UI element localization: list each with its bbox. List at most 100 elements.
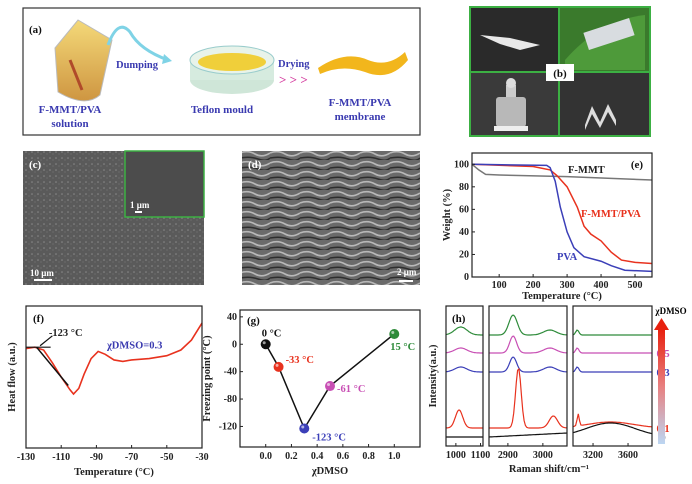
drying-label: Drying bbox=[278, 59, 310, 70]
series-line-f-mmt-pva bbox=[471, 163, 653, 265]
spectrum-line-0 bbox=[572, 422, 653, 435]
spectrum-line-0.3 bbox=[572, 366, 652, 373]
x-tick-label: -50 bbox=[160, 452, 173, 463]
data-point bbox=[389, 328, 400, 339]
data-point bbox=[325, 381, 335, 392]
spectrum-line-0.5 bbox=[445, 347, 483, 354]
x-tick-label: 200 bbox=[526, 280, 541, 291]
data-point bbox=[273, 361, 284, 372]
drying-chevrons-icon: > > > bbox=[279, 72, 308, 87]
x-tick-label: 0.8 bbox=[362, 451, 375, 462]
x-tick-label: 0.0 bbox=[259, 451, 272, 462]
spectrum-line-0.1 bbox=[489, 367, 568, 429]
scale-bar bbox=[399, 280, 413, 282]
panel-a-label: (a) bbox=[29, 24, 42, 36]
solution-label-line1: F-MMT/PVA bbox=[39, 104, 102, 116]
panel-e-label: (e) bbox=[631, 159, 644, 171]
x-tick-label: -30 bbox=[195, 452, 208, 463]
pour-arrowhead-icon bbox=[162, 54, 172, 64]
plot-frame bbox=[445, 305, 484, 447]
legend-label-f-mmt: F-MMT bbox=[568, 165, 605, 176]
data-point bbox=[260, 339, 271, 350]
spectrum-line-1 bbox=[445, 326, 483, 336]
legend-label: χDMSO=0.3 bbox=[106, 341, 162, 352]
colorbar-arrowhead-icon bbox=[654, 318, 669, 330]
data-label: -33 °C bbox=[286, 355, 314, 366]
spectrum-line-0.5 bbox=[489, 335, 568, 354]
legend-label-f-mmt-pva: F-MMT/PVA bbox=[581, 209, 641, 220]
y-axis-label: Freezing point (°C) bbox=[202, 335, 213, 422]
x-tick-label: -130 bbox=[17, 452, 35, 463]
spectrum-line-1 bbox=[489, 314, 568, 336]
spectrum-line-0.3 bbox=[445, 366, 483, 373]
y-tick-label: 80 bbox=[459, 182, 469, 193]
panel-g-label: (g) bbox=[247, 315, 260, 327]
x-axis-label: Temperature (°C) bbox=[74, 467, 154, 478]
data-label: -61 °C bbox=[337, 384, 365, 395]
x-tick-label: 2900 bbox=[498, 450, 518, 461]
spectrum-line-0.3 bbox=[489, 356, 568, 373]
y-tick-label: 100 bbox=[454, 159, 469, 170]
y-axis-label: Intensity(a.u.) bbox=[428, 344, 439, 408]
y-tick-label: -40 bbox=[224, 367, 237, 378]
y-axis-label: Weight (%) bbox=[442, 188, 453, 241]
solution-label-line2: solution bbox=[51, 118, 88, 130]
inset-scale-bar bbox=[135, 211, 142, 213]
spectrum-line-0.1 bbox=[572, 413, 653, 428]
sem-inset bbox=[124, 150, 205, 218]
data-point-highlight bbox=[391, 330, 395, 334]
chart-h: 10.50.30.10100011002900300032003600Raman… bbox=[428, 305, 687, 475]
x-tick-label: 1100 bbox=[471, 450, 490, 461]
annotation-arrow-icon bbox=[39, 335, 53, 347]
membrane-label-line1: F-MMT/PVA bbox=[329, 97, 392, 109]
data-point-highlight bbox=[327, 383, 330, 387]
y-axis-label: Heat flow (a.u.) bbox=[7, 342, 18, 412]
colorbar-arrow-shaft bbox=[658, 329, 665, 444]
scale-bar bbox=[34, 279, 52, 281]
panel-c-sem: (c) 10 μm 1 μm bbox=[23, 150, 205, 285]
plot-frame bbox=[25, 305, 203, 449]
x-tick-label: 3200 bbox=[583, 450, 603, 461]
x-tick-label: 300 bbox=[560, 280, 575, 291]
onset-tangent bbox=[35, 346, 69, 386]
x-tick-label: 500 bbox=[628, 280, 643, 291]
y-tick-label: 0 bbox=[464, 272, 469, 283]
x-tick-label: 0.2 bbox=[285, 451, 298, 462]
dumping-label: Dumping bbox=[116, 60, 159, 71]
data-point-highlight bbox=[301, 425, 305, 429]
spectrum-line-0.1 bbox=[445, 409, 483, 429]
legend-title: χDMSO bbox=[654, 306, 686, 316]
x-tick-label: 1.0 bbox=[388, 451, 401, 462]
data-label: 15 °C bbox=[390, 342, 415, 353]
panel-f-label: (f) bbox=[33, 313, 44, 325]
x-tick-label: 3600 bbox=[618, 450, 638, 461]
scale-bar-label: 10 μm bbox=[30, 268, 54, 278]
plot-frame bbox=[572, 305, 653, 447]
beaker-illustration bbox=[54, 19, 113, 102]
x-axis-label: Raman shift/cm⁻¹ bbox=[509, 464, 589, 475]
sem-image-cross-section bbox=[242, 151, 420, 285]
panel-a-schematic: (a) Dumping Drying > > > F-MMT/PVA solut… bbox=[22, 7, 421, 136]
data-label: 0 °C bbox=[262, 328, 282, 339]
x-axis-label: Temperature (°C) bbox=[522, 291, 602, 302]
x-tick-label: 3000 bbox=[533, 450, 553, 461]
scale-bar-label: 2 μm bbox=[397, 267, 417, 277]
x-axis-label: χDMSO bbox=[311, 466, 348, 477]
x-tick-label: 0.6 bbox=[337, 451, 350, 462]
series-line-pva bbox=[471, 163, 653, 273]
spectrum-line-1 bbox=[572, 329, 652, 336]
data-point-highlight bbox=[262, 341, 266, 345]
inset-scale-bar-label: 1 μm bbox=[130, 200, 150, 210]
x-tick-label: 0.4 bbox=[311, 451, 324, 462]
chart-f: -123 °C χDMSO=0.3 -130 -110 -90 -70 -50 -30 Temp… bbox=[7, 305, 209, 478]
pour-arrow-icon bbox=[106, 25, 169, 62]
x-tick-label: 100 bbox=[492, 280, 507, 291]
y-tick-label: 60 bbox=[459, 204, 469, 215]
series-line-heat-flow bbox=[25, 322, 203, 396]
data-point-highlight bbox=[275, 363, 279, 367]
y-tick-label: -120 bbox=[219, 421, 237, 432]
membrane-label-line2: membrane bbox=[335, 111, 386, 123]
data-label: -123 °C bbox=[312, 433, 346, 444]
panel-b-photos: (b) bbox=[469, 6, 651, 137]
panel-d-label: (d) bbox=[248, 159, 262, 171]
